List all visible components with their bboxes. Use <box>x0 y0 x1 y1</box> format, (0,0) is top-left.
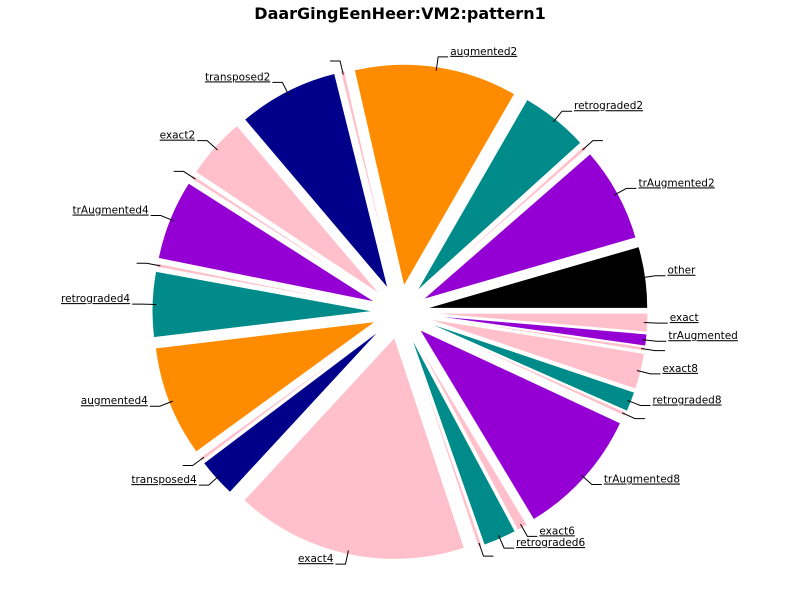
leader-line <box>330 60 344 75</box>
leader-line <box>613 187 637 196</box>
leader-line <box>497 535 515 549</box>
leader-line <box>621 412 645 420</box>
slice-label-retrograded-6: retrograded6 <box>516 537 585 549</box>
leader-line <box>641 275 666 279</box>
leader-line <box>627 399 651 407</box>
slice-label-exact: exact <box>670 312 699 324</box>
leader-line <box>643 321 668 324</box>
slice-label-exact-4: exact4 <box>298 553 334 565</box>
slice-label-retrograded-8: retrograded8 <box>652 395 721 407</box>
leader-line <box>552 110 573 123</box>
slice-label-retrograded-2: retrograded2 <box>574 100 643 112</box>
slice-label-tr-augmented: trAugmented <box>668 330 738 342</box>
slice-label-transposed-4: transposed4 <box>131 474 197 486</box>
leader-line <box>197 140 218 151</box>
leader-line <box>136 262 161 267</box>
leader-line <box>581 474 602 486</box>
slice-label-transposed-2: transposed2 <box>205 71 270 83</box>
leader-line <box>335 550 349 565</box>
leader-line <box>520 523 538 537</box>
pie-slices <box>151 63 649 560</box>
leader-line <box>641 348 666 352</box>
slice-label-tr-augmented-4: trAugmented4 <box>73 205 150 217</box>
slice-label-exact-6: exact6 <box>539 525 575 537</box>
slice-label-tr-augmented-8: trAugmented8 <box>604 474 680 486</box>
leader-line <box>149 400 174 407</box>
chart-title: DaarGingEenHeer:VM2:pattern1 <box>254 4 545 23</box>
leader-line <box>636 370 661 375</box>
leader-line <box>150 215 174 222</box>
slice-label-tr-augmented-2: trAugmented2 <box>638 177 714 189</box>
leader-line <box>272 81 290 96</box>
leader-line <box>435 56 449 71</box>
slice-label-other: other <box>667 265 696 277</box>
leader-line <box>478 542 494 557</box>
slice-label-exact-2: exact2 <box>160 130 196 142</box>
pie-labels: other trAugmented2 retrograded2 augmented2 t… <box>61 46 738 565</box>
leader-line <box>198 475 220 486</box>
slice-label-augmented-4: augmented4 <box>81 395 148 407</box>
slice-label-augmented-2: augmented2 <box>450 46 517 58</box>
slice-label-exact-8: exact8 <box>662 363 698 375</box>
leader-line <box>642 339 667 342</box>
slice-label-retrograded-4: retrograded4 <box>61 293 130 305</box>
leader-line <box>182 456 205 467</box>
leader-line <box>582 140 603 151</box>
leader-line <box>173 170 196 180</box>
